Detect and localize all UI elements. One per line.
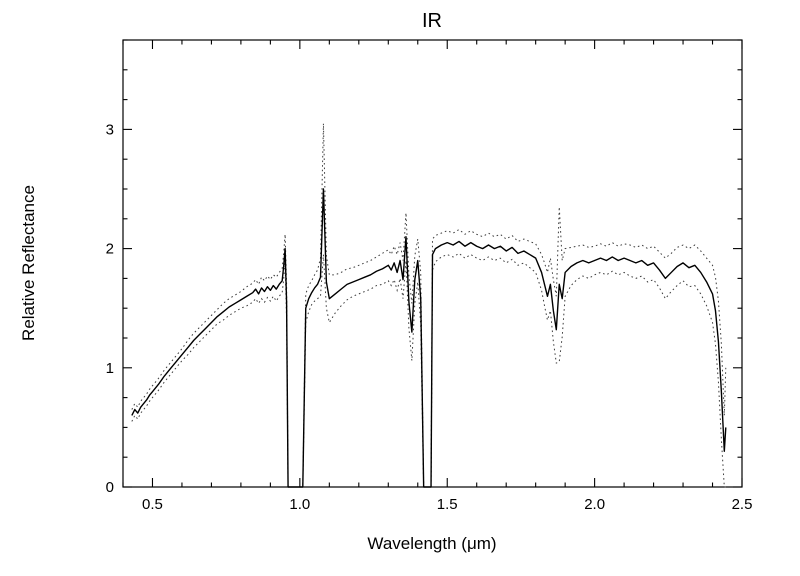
chart-title: IR (422, 10, 442, 32)
y-tick-label: 1 (106, 360, 114, 377)
uncertainty-upper-line (131, 123, 727, 488)
y-tick-label: 3 (106, 121, 114, 138)
uncertainty-lower-line (131, 252, 726, 488)
y-tick-label: 2 (106, 241, 114, 258)
y-axis-label: Relative Reflectance (19, 185, 38, 341)
x-axis-label: Wavelength (μm) (367, 534, 496, 553)
x-tick-label: 0.5 (142, 496, 163, 513)
x-tick-label: 2.5 (732, 496, 753, 513)
axis-frame (122, 39, 743, 488)
y-tick-label: 0 (106, 479, 114, 496)
x-tick-label: 1.0 (289, 496, 310, 513)
x-tick-label: 2.0 (584, 496, 605, 513)
x-tick-label: 1.5 (437, 496, 458, 513)
plot-area: 0.5 1.0 1.5 2.0 2.5 0 1 2 3 (106, 39, 753, 513)
spectrum-line (131, 188, 727, 488)
